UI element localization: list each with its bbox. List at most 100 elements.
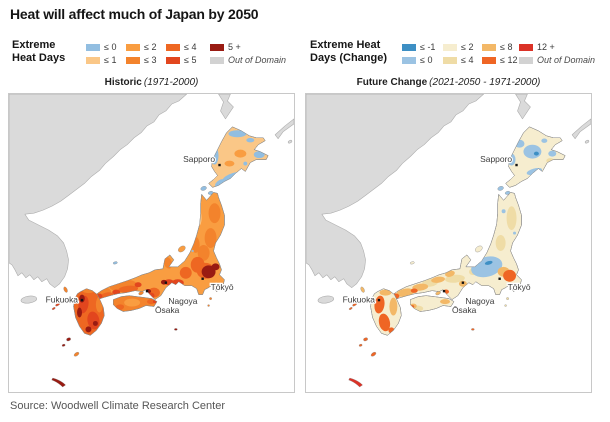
legend-extreme-heat-days-change: Extreme Heat Days (Change) ≤ -1 ≤ 0 ≤ 2 ≤ 4…	[310, 39, 610, 65]
city-label-ōsaka: Ōsaka	[155, 305, 180, 315]
map-panel-future: Sapporo Fukuoka Ōsaka Nagoya Tōkyō	[305, 93, 592, 393]
legend-swatch	[166, 56, 180, 64]
city-dot-ōsaka	[442, 289, 446, 293]
panel-subtitle-text: (1971-2000)	[143, 77, 199, 88]
legend-swatch	[402, 43, 416, 51]
legend-future-title: Extreme Heat Days (Change)	[310, 39, 402, 65]
legend-swatch	[482, 43, 496, 51]
heat-overlay-kyushu	[374, 289, 398, 334]
legend-swatch	[126, 56, 140, 64]
legend-swatch	[166, 43, 180, 51]
legend-item: 5 +	[210, 42, 294, 52]
legend-column: ≤ 2 ≤ 4	[443, 42, 482, 65]
legend-item: ≤ 1	[86, 55, 126, 65]
legend-swatch	[126, 43, 140, 51]
legend-label: ≤ 2	[461, 42, 474, 52]
legend-label: ≤ -1	[420, 42, 436, 52]
legend-future-items: ≤ -1 ≤ 0 ≤ 2 ≤ 4 ≤ 8 ≤ 12 12 + Out of Domain	[402, 39, 610, 65]
out-of-domain-land	[306, 94, 591, 304]
legend-swatch	[86, 56, 100, 64]
legend-item: Out of Domain	[519, 55, 610, 65]
asian-mainland	[9, 94, 188, 288]
legend-item: ≤ 0	[402, 55, 443, 65]
source-note: Source: Woodwell Climate Research Center	[10, 400, 225, 412]
legend-item: ≤ 8	[482, 42, 519, 52]
legend-label: ≤ 2	[144, 42, 157, 52]
city-label-nagoya: Nagoya	[168, 296, 197, 306]
map-panel-historic: Sapporo Fukuoka Ōsaka Nagoya Tōkyō	[8, 93, 295, 393]
minor-islands	[51, 186, 214, 357]
legend-item: Out of Domain	[210, 55, 294, 65]
panel-title-future: Future Change (2021-2050 - 1971-2000)	[305, 77, 592, 88]
city-dot-tōkyō	[201, 277, 204, 280]
legend-column: 5 + Out of Domain	[210, 42, 294, 65]
legend-title-line: Days (Change)	[310, 52, 388, 64]
city-dot-fukuoka	[80, 298, 84, 302]
city-dot-nagoya	[164, 281, 168, 284]
legend-column: ≤ -1 ≤ 0	[402, 42, 443, 65]
legend-swatch	[86, 43, 100, 51]
panel-title-text: Historic	[104, 77, 142, 88]
legend-label: 5 +	[228, 42, 241, 52]
legend-item: ≤ 12	[482, 55, 519, 65]
city-dot-sapporo	[218, 163, 221, 167]
legend-swatch	[443, 43, 457, 51]
legend-swatch	[210, 43, 224, 51]
city-dot-tōkyō	[498, 277, 501, 280]
legend-column: ≤ 4 ≤ 5	[166, 42, 210, 65]
panel-title-text: Future Change	[356, 77, 428, 88]
legend-label: ≤ 0	[104, 42, 117, 52]
city-label-tōkyō: Tōkyō	[211, 282, 234, 292]
legend-title-line: Extreme	[12, 39, 56, 51]
legend-label: Out of Domain	[537, 55, 596, 65]
legend-item: ≤ 4	[166, 42, 210, 52]
panel-subtitle-text: (2021-2050 - 1971-2000)	[429, 77, 541, 88]
minor-islands	[348, 186, 511, 357]
legend-label: ≤ 4	[184, 42, 197, 52]
panel-title-historic: Historic (1971-2000)	[8, 77, 295, 88]
city-dot-sapporo	[515, 163, 518, 167]
city-label-ōsaka: Ōsaka	[452, 305, 477, 315]
legend-title-line: Heat Days	[12, 52, 66, 64]
legend-column: ≤ 0 ≤ 1	[86, 42, 126, 65]
legend-item: 12 +	[519, 42, 610, 52]
city-dot-ōsaka	[145, 289, 149, 293]
city-label-sapporo: Sapporo	[480, 154, 512, 164]
legend-label: ≤ 8	[500, 42, 513, 52]
legend-swatch	[210, 56, 224, 64]
southern-islands	[51, 377, 66, 388]
legend-item: ≤ 4	[443, 55, 482, 65]
kuril-islands	[571, 118, 591, 140]
legend-item: ≤ -1	[402, 42, 443, 52]
legend-label: Out of Domain	[228, 55, 287, 65]
city-label-nagoya: Nagoya	[465, 296, 494, 306]
legend-label: ≤ 5	[184, 55, 197, 65]
heat-overlay-honshu	[391, 206, 517, 299]
city-label-fukuoka: Fukuoka	[46, 295, 79, 305]
legend-label: ≤ 1	[104, 55, 117, 65]
legend-column: 12 + Out of Domain	[519, 42, 610, 65]
city-label-sapporo: Sapporo	[183, 154, 215, 164]
legend-label: ≤ 0	[420, 55, 433, 65]
city-label-tōkyō: Tōkyō	[508, 282, 531, 292]
city-label-fukuoka: Fukuoka	[343, 295, 376, 305]
legend-item: ≤ 0	[86, 42, 126, 52]
city-dot-nagoya	[461, 281, 465, 284]
legend-item: ≤ 5	[166, 55, 210, 65]
heat-overlay-hokkaido	[210, 130, 265, 188]
legend-item: ≤ 2	[443, 42, 482, 52]
legend-label: ≤ 3	[144, 55, 157, 65]
page-title: Heat will affect much of Japan by 2050	[10, 6, 259, 22]
southern-islands	[348, 377, 363, 388]
legend-swatch	[519, 56, 533, 64]
city-dot-fukuoka	[377, 298, 381, 302]
legend-item: ≤ 2	[126, 42, 166, 52]
legend-label: ≤ 4	[461, 55, 474, 65]
